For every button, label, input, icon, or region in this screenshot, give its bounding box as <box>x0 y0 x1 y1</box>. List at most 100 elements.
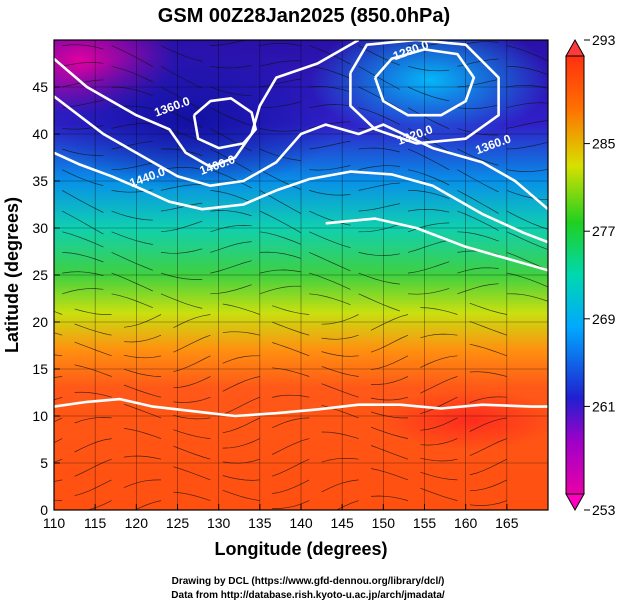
streamline <box>272 321 310 336</box>
streamlines <box>54 40 548 510</box>
streamline <box>111 210 153 221</box>
streamline <box>506 120 548 129</box>
streamline <box>407 86 450 102</box>
streamline <box>506 293 548 302</box>
streamline <box>407 239 450 253</box>
streamline <box>407 65 450 72</box>
x-tick-label: 150 <box>372 515 396 531</box>
y-tick-label: 10 <box>32 408 48 424</box>
streamline <box>160 148 203 157</box>
streamline <box>407 107 450 130</box>
x-axis: 110 115 120 125 130 135 140 145 150 155 160 165 <box>43 504 519 531</box>
streamline <box>173 396 211 403</box>
streamline <box>210 241 252 253</box>
streamline <box>457 148 499 166</box>
streamline <box>222 303 260 315</box>
streamline <box>370 396 409 401</box>
y-tick-label: 30 <box>32 220 48 236</box>
streamline <box>62 231 104 248</box>
streamline <box>173 445 211 460</box>
streamline <box>309 45 351 65</box>
streamline <box>62 252 104 263</box>
streamline <box>309 165 351 171</box>
streamline <box>370 411 408 419</box>
streamline <box>259 269 302 274</box>
warm-patch <box>380 390 548 450</box>
streamline <box>74 308 112 315</box>
streamline <box>272 438 310 455</box>
streamline <box>407 190 450 199</box>
streamline <box>160 45 203 62</box>
streamline <box>54 499 63 501</box>
streamline <box>358 182 400 191</box>
streamline <box>173 429 211 439</box>
streamline <box>309 190 351 196</box>
streamline <box>321 351 359 357</box>
contour-1480 <box>325 217 548 272</box>
streamline <box>506 190 548 201</box>
streamline <box>74 364 112 377</box>
streamline <box>272 458 310 477</box>
streamline <box>469 417 507 432</box>
x-tick-label: 160 <box>454 515 478 531</box>
streamline <box>358 165 400 171</box>
streamline <box>222 438 260 449</box>
streamline <box>358 86 400 110</box>
streamline <box>321 431 359 439</box>
streamline <box>259 210 302 234</box>
streamline <box>309 252 351 272</box>
streamline <box>111 162 153 171</box>
streamline <box>309 293 351 306</box>
streamline <box>210 260 252 274</box>
streamline <box>173 334 211 353</box>
streamline <box>407 148 450 171</box>
x-tick-label: 145 <box>330 515 354 531</box>
streamline <box>457 128 499 136</box>
streamline <box>210 86 252 97</box>
streamline <box>272 305 310 315</box>
streamline <box>74 391 112 398</box>
streamline <box>259 251 302 259</box>
streamline <box>309 104 351 109</box>
streamline <box>420 333 458 339</box>
streamline <box>160 248 203 254</box>
y-tick-label: 5 <box>40 455 48 471</box>
streamline <box>111 123 153 129</box>
streamline <box>321 383 359 398</box>
streamline <box>111 65 153 83</box>
streamline <box>210 107 252 126</box>
x-tick-label: 155 <box>413 515 437 531</box>
streamline <box>160 184 203 191</box>
streamline <box>457 79 499 88</box>
streamline <box>506 272 548 288</box>
streamline <box>370 426 409 439</box>
streamline <box>309 140 351 150</box>
y-tick-label: 25 <box>32 267 48 283</box>
streamline <box>469 321 507 336</box>
streamline <box>272 500 310 509</box>
contour-1520 <box>54 397 548 418</box>
streamline <box>210 210 252 217</box>
y-tick-label: 0 <box>40 502 48 518</box>
streamline <box>210 190 252 203</box>
streamline <box>173 376 211 389</box>
contour-1320-low <box>349 40 500 145</box>
x-tick-label: 140 <box>289 515 313 531</box>
streamline <box>74 438 112 453</box>
streamline <box>62 271 104 276</box>
streamline <box>321 457 359 463</box>
streamline <box>469 343 507 357</box>
streamline <box>111 272 153 292</box>
streamline <box>309 65 351 79</box>
streamline <box>469 479 507 492</box>
streamline <box>309 231 351 249</box>
streamline <box>259 128 302 132</box>
streamline <box>506 45 548 62</box>
x-tick-label: 135 <box>248 515 272 531</box>
colorbar-scale <box>565 55 585 495</box>
colorbar-bottom-arrow <box>565 493 585 512</box>
streamline <box>272 367 310 377</box>
colorbar-tick-label: 261 <box>592 398 616 414</box>
streamline <box>160 293 203 309</box>
streamline <box>506 231 548 250</box>
